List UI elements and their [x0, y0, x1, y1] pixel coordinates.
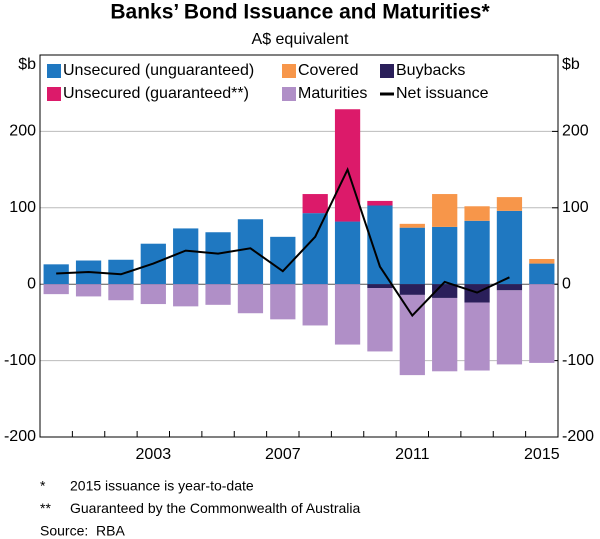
- bar: [75, 284, 102, 297]
- bar: [367, 288, 393, 352]
- bar: [399, 284, 425, 295]
- legend-label: Unsecured (guaranteed**): [63, 85, 249, 102]
- bar: [205, 284, 231, 305]
- bar: [399, 294, 425, 376]
- footnote-text: Guaranteed by the Commonwealth of Austra…: [70, 500, 360, 516]
- bar: [43, 264, 69, 285]
- bar: [367, 200, 393, 206]
- bar: [496, 197, 523, 211]
- y-tick-label: 0: [27, 275, 36, 292]
- bar: [270, 284, 296, 320]
- bar: [270, 236, 296, 285]
- bar: [140, 284, 166, 305]
- y2-tick-label: -100: [562, 352, 594, 369]
- y-tick-label: -100: [4, 352, 36, 369]
- y2-tick-label: 200: [562, 123, 589, 140]
- bar: [205, 232, 231, 285]
- x-tick-label: 2011: [395, 446, 430, 463]
- bar: [432, 194, 458, 227]
- y-tick-label: -200: [4, 428, 36, 445]
- plot-frame: [39, 54, 559, 438]
- bar: [464, 206, 490, 221]
- bar: [529, 258, 555, 264]
- footnote-text: 2015 issuance is year-to-date: [70, 478, 254, 494]
- bar: [399, 227, 425, 285]
- legend-label: Covered: [298, 62, 358, 79]
- bar: [367, 284, 393, 289]
- bar: [496, 290, 523, 365]
- bar: [302, 213, 328, 285]
- bar: [302, 194, 328, 214]
- line: [56, 166, 510, 318]
- chart-subtitle: A$ equivalent: [252, 31, 350, 48]
- footnote-marker: *: [40, 478, 46, 494]
- footnote-marker: **: [40, 500, 51, 516]
- bar: [173, 228, 199, 285]
- legend-swatch: [47, 64, 61, 78]
- bar: [496, 284, 523, 291]
- bar: [367, 205, 393, 285]
- bar: [334, 221, 361, 285]
- legend-swatch: [380, 64, 394, 78]
- bar: [334, 284, 361, 345]
- footnote-marker: Source:: [40, 523, 88, 539]
- legend-swatch: [47, 87, 61, 101]
- bar: [237, 219, 264, 285]
- y2-axis-label: $b: [562, 56, 580, 73]
- bar: [529, 263, 555, 285]
- bar: [173, 284, 199, 307]
- legend-label: Buybacks: [396, 62, 465, 79]
- bar: [302, 284, 328, 326]
- y2-tick-label: 0: [562, 275, 571, 292]
- bar: [237, 284, 264, 314]
- bar: [464, 220, 490, 285]
- y-tick-label: 100: [9, 199, 36, 216]
- legend-label: Maturities: [298, 85, 367, 102]
- bar: [496, 210, 523, 285]
- y-tick-label: 200: [9, 123, 36, 140]
- bar: [432, 297, 458, 372]
- y2-tick-label: -200: [562, 428, 594, 445]
- chart-title: Banks’ Bond Issuance and Maturities*: [110, 1, 490, 24]
- bar: [399, 223, 425, 228]
- bar: [529, 284, 555, 363]
- legend-label: Unsecured (unguaranteed): [63, 62, 254, 79]
- footnote-text: RBA: [96, 523, 125, 539]
- bar: [334, 109, 361, 222]
- bar: [108, 284, 134, 301]
- y-axis-label: $b: [18, 56, 36, 73]
- legend-swatch: [282, 87, 296, 101]
- legend-box: [44, 60, 500, 105]
- legend-label: Net issuance: [396, 85, 489, 102]
- bar: [432, 226, 458, 285]
- x-tick-label: 2007: [265, 446, 301, 463]
- bar: [43, 284, 69, 295]
- legend-swatch: [282, 64, 296, 78]
- x-tick-label: 2003: [136, 446, 172, 463]
- bar: [464, 302, 490, 371]
- y2-tick-label: 100: [562, 199, 589, 216]
- x-tick-label: 2015: [524, 446, 560, 463]
